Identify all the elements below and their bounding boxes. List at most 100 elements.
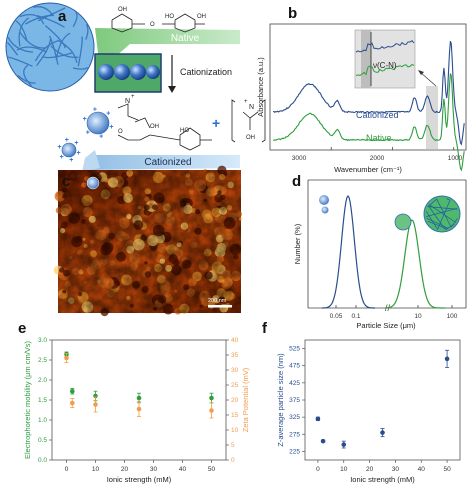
charge-mark: + [93, 106, 97, 113]
data-point [64, 356, 69, 361]
x-tick-label: 40 [179, 466, 187, 473]
y-tick-label: 525 [289, 346, 300, 353]
y-tick-label: 325 [289, 414, 300, 421]
y2-tick-label: 40 [231, 337, 239, 344]
y-tick-label: 425 [289, 380, 300, 387]
x-tick-label: 0 [316, 466, 320, 473]
data-point [341, 442, 346, 447]
charge-mark: + [65, 137, 69, 144]
cationized-particle [87, 177, 99, 189]
y-tick-label: 375 [289, 397, 300, 404]
y-tick-label: 225 [289, 448, 300, 455]
panel-d: // 0.05 0.1 10 100 Particle Size (μm) Nu… [292, 173, 466, 330]
y2-tick-label: 5 [231, 442, 235, 449]
data-point [209, 396, 214, 401]
y-tick-label: 1.0 [38, 417, 47, 424]
y-tick-label: 0.0 [38, 457, 47, 464]
charge-mark: + [69, 157, 73, 164]
x-tick-label: 10 [340, 466, 348, 473]
x-tick-label: 40 [418, 466, 426, 473]
x-tick: 0.05 [330, 313, 343, 320]
x-axis-label: Ionic strength (mM) [107, 475, 172, 484]
cationized-label: Cationized [144, 157, 191, 168]
size-dist-large [385, 220, 445, 308]
x-tick-label: 20 [366, 466, 374, 473]
series-label-cationized: Cationized [356, 110, 399, 120]
native-label: Native [171, 33, 200, 44]
data-point [137, 396, 142, 401]
y-axis-label: Electrophoretic mobility (μm cm/Vs) [23, 340, 32, 459]
y-tick-label: 475 [289, 363, 300, 370]
chem-plus: + [244, 99, 248, 105]
chem-oh: OH [150, 124, 159, 130]
panel-letter-a: a [58, 8, 67, 25]
y2-tick-label: 20 [231, 397, 239, 404]
bead [130, 64, 146, 80]
chem-plus: + [131, 94, 135, 100]
charge-mark: + [77, 150, 81, 157]
inset-label: ν(C-N) [373, 61, 397, 70]
x-tick-label: 50 [208, 466, 216, 473]
panel-letter-c: c [62, 173, 70, 190]
scale-bar [208, 305, 232, 308]
cationized-structure [118, 100, 265, 150]
x-axis-label: Ionic strength (mM) [350, 475, 415, 484]
data-point [209, 408, 214, 413]
chem-o: O [118, 129, 123, 135]
y-tick-label: 2.5 [38, 357, 47, 364]
size-dist-small [322, 196, 375, 308]
panel-letter-d: d [292, 173, 301, 190]
y2-tick-label: 15 [231, 412, 239, 419]
charge-mark: + [60, 154, 64, 161]
nanoparticle-icon [319, 195, 329, 205]
y2-tick-label: 25 [231, 382, 239, 389]
data-point [70, 401, 75, 406]
y-tick-label: 3.0 [38, 337, 47, 344]
afm-noise [58, 170, 241, 313]
inset-highlight [361, 30, 371, 88]
data-point [137, 407, 142, 412]
panel-a: Native OH HO O OH Cationization [6, 3, 265, 172]
y2-tick-label: 10 [231, 427, 239, 434]
chem-ho: HO [165, 14, 174, 20]
data-point [321, 439, 326, 444]
charge-mark: + [106, 110, 110, 117]
series-label-native: Native [366, 133, 392, 143]
data-point [380, 430, 385, 435]
chem-oh: OH [246, 135, 255, 141]
data-point [445, 357, 450, 362]
data-point [93, 402, 98, 407]
panel-letter-b: b [288, 5, 297, 22]
x-tick-label: 30 [150, 466, 158, 473]
y-tick-label: 1.5 [38, 397, 47, 404]
panel-c: 200 nm c [54, 166, 243, 317]
charge-mark: + [86, 130, 90, 137]
scale-bar-label: 200 nm [208, 298, 227, 304]
charge-mark: + [109, 124, 113, 131]
charge-mark: + [83, 116, 87, 123]
bead [114, 64, 130, 80]
data-point [70, 389, 75, 394]
x-tick: 3000 [292, 155, 307, 162]
panel-letter-e: e [18, 320, 26, 337]
bead [146, 65, 160, 79]
x-axis-label: Wavenumber (cm⁻¹) [334, 165, 402, 174]
x-tick: 100 [447, 313, 458, 320]
plus-sign: + [212, 115, 220, 131]
x-axis-label: Particle Size (μm) [356, 321, 416, 330]
x-tick-label: 20 [121, 466, 129, 473]
y-tick-label: 0.5 [38, 437, 47, 444]
x-tick-label: 30 [392, 466, 400, 473]
chem-oh: OH [197, 14, 206, 20]
chem-ho: HO [180, 128, 189, 134]
y-tick-label: 2.0 [38, 377, 47, 384]
charge-mark: + [99, 134, 103, 141]
cationization-label: Cationization [180, 67, 232, 77]
data-point [316, 417, 321, 422]
y-axis-label: Number (%) [293, 223, 302, 264]
charge-mark: + [57, 144, 61, 151]
y-axis-label: Absorbance (a.u.) [256, 57, 265, 117]
y-tick-label: 275 [289, 431, 300, 438]
inset-pointer [420, 72, 436, 86]
